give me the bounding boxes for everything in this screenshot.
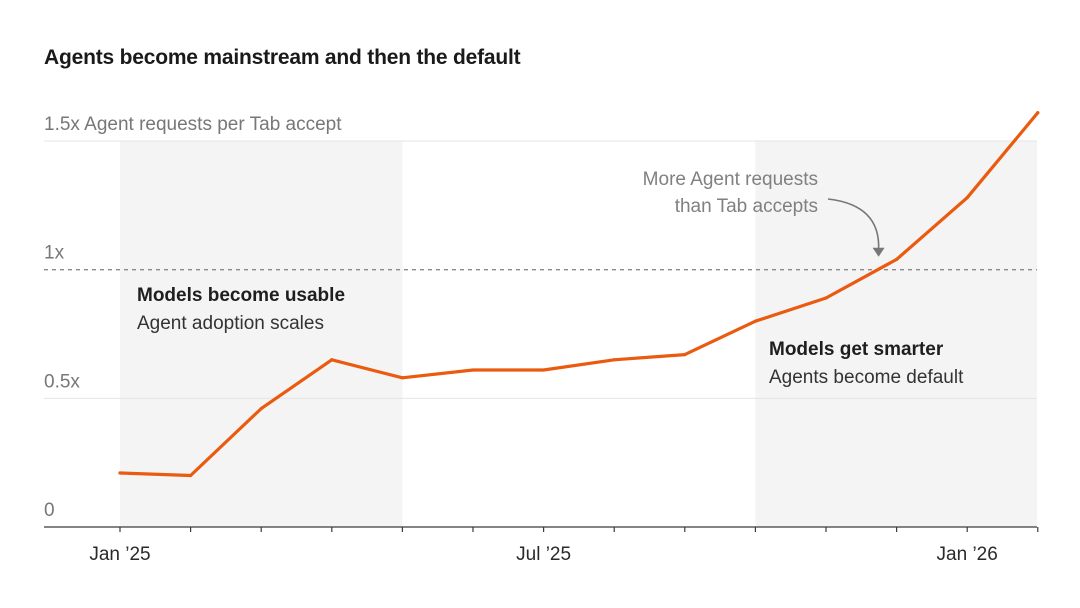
data-point xyxy=(259,407,263,411)
x-axis: Jan ’25 Jul ’25 Jan ’26 xyxy=(44,526,1039,565)
series-group xyxy=(118,111,1040,478)
data-point xyxy=(118,471,122,475)
data-point xyxy=(189,473,193,478)
shaded-region-2 xyxy=(755,141,1037,528)
x-tick-label: Jul ’25 xyxy=(516,544,571,565)
y-axis-ticks: 0 0.5x 1x 1.5x Agent requests per Tab accep… xyxy=(44,114,342,521)
shaded-regions xyxy=(120,141,1037,528)
data-point xyxy=(542,368,546,372)
data-point xyxy=(683,353,687,357)
x-tick-label: Jan ’26 xyxy=(937,544,998,565)
data-point xyxy=(895,257,899,262)
data-point xyxy=(1036,111,1040,115)
data-point xyxy=(824,296,828,300)
data-point xyxy=(965,196,969,200)
annotations: Models become usable Agent adoption scale… xyxy=(137,169,964,388)
annotation-callout-line: than Tab accepts xyxy=(675,196,818,217)
data-point xyxy=(612,358,616,362)
data-point xyxy=(400,376,404,380)
y-tick-label: 0.5x xyxy=(44,371,80,392)
data-point xyxy=(753,319,758,323)
series-line-1 xyxy=(118,111,1040,478)
y-tick-label: 1.5x Agent requests per Tab accept xyxy=(44,114,342,135)
annotation-text: Agents become default xyxy=(769,367,964,388)
chart-title: Agents become mainstream and then the de… xyxy=(44,46,521,69)
shaded-region-1 xyxy=(120,141,403,528)
y-tick-label: 1x xyxy=(44,243,65,264)
annotation-text: Agent adoption scales xyxy=(137,313,324,334)
x-tick-label: Jan ’25 xyxy=(89,544,150,565)
arrow-head-icon xyxy=(872,247,885,257)
annotation-heading: Models get smarter xyxy=(769,339,944,360)
annotation-callout-line: More Agent requests xyxy=(643,169,818,190)
y-tick-label: 0 xyxy=(44,500,55,521)
data-point xyxy=(330,358,334,362)
annotation-heading: Models become usable xyxy=(137,285,345,306)
annotation-arrow xyxy=(827,198,880,250)
gridlines xyxy=(44,140,1037,399)
data-point xyxy=(471,368,475,372)
